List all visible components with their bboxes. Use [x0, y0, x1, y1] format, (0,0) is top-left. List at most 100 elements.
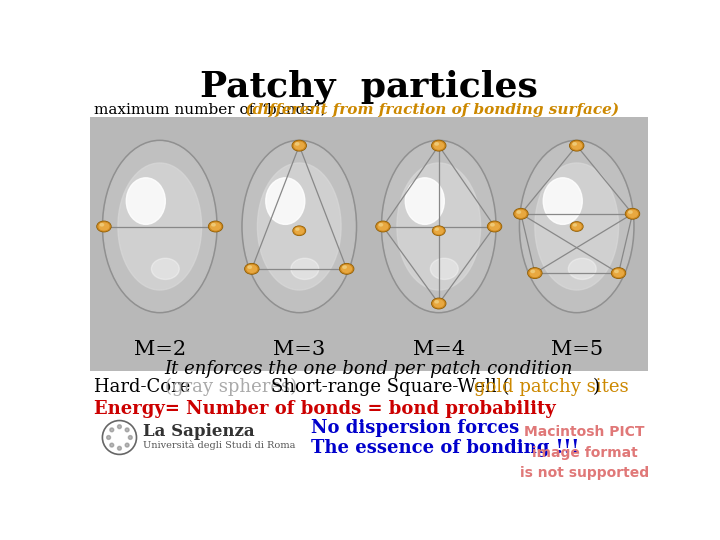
Ellipse shape — [431, 258, 458, 279]
Ellipse shape — [383, 142, 495, 311]
Ellipse shape — [117, 425, 122, 429]
Ellipse shape — [382, 140, 496, 313]
Ellipse shape — [491, 224, 494, 226]
Ellipse shape — [434, 142, 444, 149]
Ellipse shape — [628, 211, 637, 217]
Ellipse shape — [266, 178, 305, 225]
Ellipse shape — [293, 141, 305, 150]
Ellipse shape — [104, 142, 215, 311]
Text: Short-range Square-Well (: Short-range Square-Well ( — [271, 377, 509, 396]
Ellipse shape — [293, 226, 305, 235]
Text: M=4: M=4 — [413, 340, 465, 359]
Ellipse shape — [435, 301, 438, 303]
Ellipse shape — [514, 208, 528, 219]
Ellipse shape — [98, 222, 110, 231]
Ellipse shape — [432, 140, 446, 151]
Ellipse shape — [126, 178, 166, 225]
Ellipse shape — [535, 163, 618, 290]
Ellipse shape — [543, 178, 582, 225]
Ellipse shape — [125, 428, 129, 432]
Ellipse shape — [97, 221, 111, 232]
Ellipse shape — [128, 436, 132, 440]
Text: Macintosh PICT
image format
is not supported: Macintosh PICT image format is not suppo… — [520, 425, 649, 481]
Ellipse shape — [291, 258, 319, 279]
Ellipse shape — [573, 143, 576, 145]
Text: Università degli Studi di Roma: Università degli Studi di Roma — [143, 440, 295, 450]
Ellipse shape — [433, 226, 445, 235]
Text: (gray spheres): (gray spheres) — [165, 377, 297, 396]
Ellipse shape — [102, 140, 217, 313]
Ellipse shape — [246, 265, 258, 273]
Ellipse shape — [531, 270, 534, 273]
Ellipse shape — [247, 265, 257, 272]
Text: M=2: M=2 — [134, 340, 186, 359]
Ellipse shape — [210, 222, 222, 231]
Text: maximum number of “bonds”,: maximum number of “bonds”, — [94, 103, 325, 117]
Ellipse shape — [626, 210, 639, 218]
Text: Hard-Core: Hard-Core — [94, 377, 196, 396]
Ellipse shape — [433, 141, 445, 150]
Ellipse shape — [570, 141, 583, 150]
Ellipse shape — [516, 211, 526, 217]
Bar — [90, 117, 648, 372]
Ellipse shape — [432, 298, 446, 309]
Ellipse shape — [572, 224, 581, 230]
Ellipse shape — [570, 222, 583, 231]
Ellipse shape — [528, 268, 541, 278]
Ellipse shape — [292, 140, 306, 151]
Ellipse shape — [209, 221, 222, 232]
Ellipse shape — [433, 227, 444, 235]
Ellipse shape — [294, 142, 304, 149]
Ellipse shape — [570, 140, 584, 151]
Ellipse shape — [434, 300, 444, 307]
Ellipse shape — [490, 223, 500, 230]
Text: M=5: M=5 — [551, 340, 603, 359]
Ellipse shape — [376, 221, 390, 232]
Text: ): ) — [593, 377, 599, 396]
Ellipse shape — [248, 266, 251, 268]
Ellipse shape — [295, 143, 299, 145]
Text: M=3: M=3 — [273, 340, 325, 359]
Ellipse shape — [341, 265, 353, 273]
Ellipse shape — [295, 228, 304, 234]
Ellipse shape — [245, 264, 258, 274]
Ellipse shape — [212, 224, 215, 226]
Ellipse shape — [435, 143, 438, 145]
Ellipse shape — [296, 228, 299, 230]
Ellipse shape — [377, 222, 390, 231]
Ellipse shape — [100, 224, 104, 226]
Text: gold patchy sites: gold patchy sites — [474, 377, 629, 396]
Ellipse shape — [151, 258, 179, 279]
Ellipse shape — [242, 140, 356, 313]
Ellipse shape — [571, 222, 582, 231]
Ellipse shape — [110, 443, 114, 447]
Ellipse shape — [515, 210, 527, 218]
Ellipse shape — [343, 266, 346, 268]
Ellipse shape — [433, 299, 445, 308]
Ellipse shape — [258, 163, 341, 290]
Text: The essence of bonding !!!: The essence of bonding !!! — [311, 439, 579, 457]
Ellipse shape — [243, 142, 355, 311]
Ellipse shape — [211, 223, 220, 230]
Ellipse shape — [615, 270, 618, 273]
Ellipse shape — [99, 223, 109, 230]
Ellipse shape — [519, 140, 634, 313]
Ellipse shape — [629, 211, 632, 213]
Ellipse shape — [379, 224, 382, 226]
Text: La Sapienza: La Sapienza — [143, 423, 254, 440]
Text: Patchy  particles: Patchy particles — [200, 69, 538, 104]
Ellipse shape — [378, 223, 388, 230]
Ellipse shape — [117, 447, 122, 450]
Ellipse shape — [340, 264, 354, 274]
Ellipse shape — [611, 268, 626, 278]
Ellipse shape — [568, 258, 596, 279]
Ellipse shape — [294, 227, 305, 235]
Text: (different from fraction of bonding surface): (different from fraction of bonding surf… — [240, 102, 618, 117]
Text: It enforces the one bond per patch condition: It enforces the one bond per patch condi… — [165, 360, 573, 378]
Ellipse shape — [517, 211, 521, 213]
Ellipse shape — [434, 228, 443, 234]
Ellipse shape — [342, 265, 351, 272]
Ellipse shape — [626, 208, 639, 219]
Ellipse shape — [572, 142, 582, 149]
Ellipse shape — [405, 178, 444, 225]
